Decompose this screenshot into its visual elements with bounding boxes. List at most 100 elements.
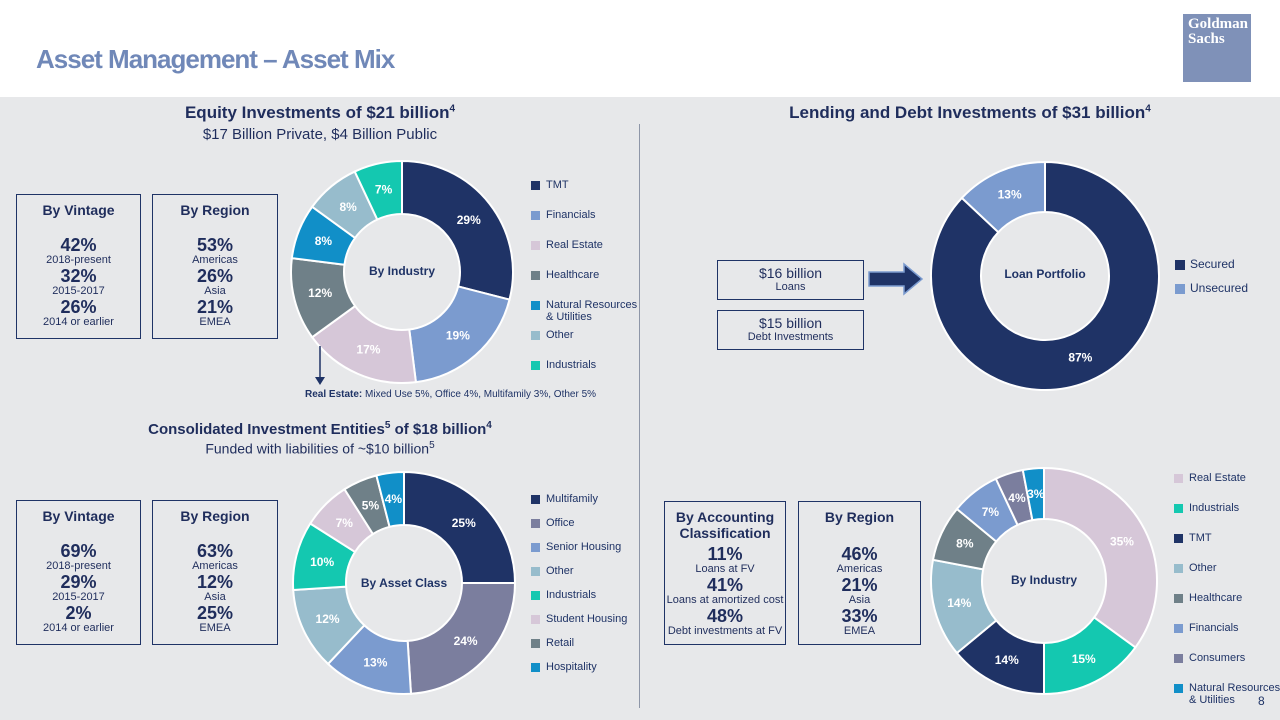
- slice-label: 12%: [316, 612, 340, 626]
- box-header: By Region: [824, 509, 895, 525]
- region-value: 25%: [196, 603, 234, 623]
- loan-portfolio-legend: Secured Unsecured: [1175, 258, 1275, 298]
- loans-label: Loans: [775, 281, 806, 293]
- slice-unsecured: [960, 161, 1046, 234]
- region-label: EMEA: [199, 622, 231, 634]
- legend-label: Real Estate: [546, 239, 603, 251]
- box-header: By Accounting Classification: [675, 509, 775, 541]
- legend-label: Natural Resources & Utilities: [1189, 682, 1280, 706]
- region-label: Americas: [836, 563, 883, 575]
- legend-swatch: [531, 567, 540, 576]
- slice-real-estate: [1043, 467, 1158, 649]
- accounting-value: 48%: [706, 606, 744, 626]
- legend-swatch: [531, 591, 540, 600]
- region-label: Americas: [192, 254, 238, 266]
- legend-swatch: [531, 495, 540, 504]
- slice-label: 35%: [1110, 534, 1134, 548]
- slice-multifamily: [403, 471, 516, 584]
- legend-swatch: [531, 241, 540, 250]
- slice-label: 4%: [1008, 491, 1026, 505]
- equity-industry-donut: 29% 19% 17% 12% 8% 8% 7%: [290, 160, 514, 384]
- region-value: 33%: [841, 606, 878, 626]
- slice-label: 19%: [446, 328, 470, 342]
- vintage-label: 2018-present: [46, 560, 111, 572]
- legend-swatch: [531, 543, 540, 552]
- legend-label: Healthcare: [546, 269, 600, 281]
- slice-label: 13%: [363, 656, 387, 670]
- vintage-label: 2014 or earlier: [43, 316, 114, 328]
- region-label: EMEA: [199, 316, 231, 328]
- legend-swatch: [1175, 260, 1185, 270]
- box-header: By Region: [180, 508, 250, 524]
- slice-label: 7%: [982, 505, 1000, 519]
- legend-label: Consumers: [1189, 652, 1246, 664]
- slice-label: 7%: [336, 516, 354, 530]
- legend-swatch: [1174, 534, 1183, 543]
- slice-label: 15%: [1072, 652, 1096, 666]
- legend-swatch: [1174, 594, 1183, 603]
- slice-label: 8%: [315, 234, 333, 248]
- region-label: Asia: [848, 594, 871, 606]
- debt-label: Debt Investments: [747, 331, 834, 343]
- slice-secured: [930, 161, 1160, 391]
- legend-label: Industrials: [1189, 502, 1240, 514]
- vintage-value: 2%: [65, 603, 92, 623]
- slice-label: 14%: [947, 596, 971, 610]
- accounting-label: Loans at FV: [695, 563, 755, 575]
- legend-label: Financials: [546, 209, 596, 221]
- consolidated-title: Consolidated Investment Entities5 of $18…: [148, 420, 492, 438]
- donut-center-label: By Asset Class: [360, 576, 448, 590]
- legend-swatch: [1175, 284, 1185, 294]
- goldman-sachs-logo: Goldman Sachs: [1183, 14, 1251, 82]
- consolidated-asset-class-legend: Multifamily Office Senior Housing Other Indu…: [531, 493, 651, 683]
- header: Asset Management – Asset Mix Goldman Sac…: [0, 0, 1280, 97]
- slice-label: 7%: [375, 183, 393, 197]
- lending-title: Lending and Debt Investments of $31 bill…: [789, 103, 1151, 122]
- slice-tmt: [401, 160, 514, 301]
- legend-label: Industrials: [546, 359, 597, 371]
- page-title: Asset Management – Asset Mix: [36, 44, 395, 74]
- legend-swatch: [1174, 624, 1183, 633]
- slice-label: 8%: [339, 200, 357, 214]
- debt-value: $15 billion: [758, 315, 823, 331]
- legend-label: Hospitality: [546, 661, 597, 673]
- legend-swatch: [531, 519, 540, 528]
- accounting-value: 41%: [706, 575, 744, 595]
- consolidated-region-box: By Region 63% Americas 12% Asia 25% EMEA: [152, 500, 278, 645]
- region-value: 21%: [196, 297, 234, 317]
- equity-subtitle: $17 Billion Private, $4 Billion Public: [202, 126, 438, 143]
- lending-region-box: By Region 46% Americas 21% Asia 33% EMEA: [798, 501, 921, 645]
- loans-value: $16 billion: [758, 265, 823, 281]
- legend-swatch: [531, 181, 540, 190]
- donut-center-label: By Industry: [368, 264, 435, 278]
- legend-label: TMT: [546, 179, 569, 191]
- slice-label: 5%: [362, 498, 380, 512]
- legend-swatch: [531, 331, 540, 340]
- legend-label: Office: [546, 517, 575, 529]
- legend-swatch: [531, 301, 540, 310]
- slice-office: [406, 582, 516, 695]
- slice-label: 8%: [956, 537, 974, 551]
- right-arrow-icon: [868, 262, 924, 296]
- legend-label: Senior Housing: [546, 541, 622, 553]
- accounting-label: Debt investments at FV: [667, 625, 783, 637]
- box-header: By Region: [180, 202, 250, 218]
- slice-label: 87%: [1068, 351, 1092, 365]
- slice-label: 14%: [995, 653, 1019, 667]
- slice-label: 3%: [1027, 487, 1045, 501]
- accounting-value: 11%: [707, 544, 743, 564]
- legend-swatch: [531, 663, 540, 672]
- accounting-label: Loans at amortized cost: [666, 594, 784, 606]
- legend-swatch: [531, 639, 540, 648]
- legend-swatch: [531, 361, 540, 370]
- region-value: 46%: [841, 544, 878, 564]
- accounting-classification-box: By Accounting Classification 11% Loans a…: [664, 501, 786, 645]
- legend-swatch: [1174, 504, 1183, 513]
- region-label: Asia: [204, 591, 226, 603]
- slice-label: 4%: [385, 492, 403, 506]
- vintage-value: 29%: [60, 572, 97, 592]
- donut-center-label: By Industry: [1010, 573, 1077, 587]
- slice-natural-resources-utilities: [1021, 467, 1045, 522]
- legend-label: Multifamily: [546, 493, 598, 505]
- legend-label: Retail: [546, 637, 575, 649]
